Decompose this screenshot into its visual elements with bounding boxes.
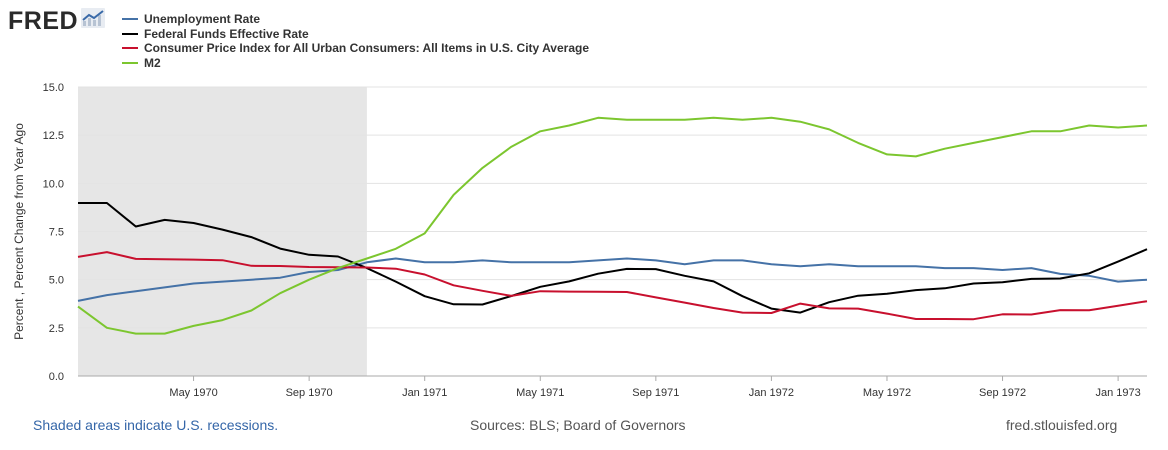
- x-tick-label: Jan 1972: [749, 387, 794, 399]
- x-tick-label: Jan 1971: [402, 387, 447, 399]
- y-tick-label: 0.0: [49, 371, 64, 383]
- y-tick-label: 15.0: [43, 82, 64, 94]
- sources-note: Sources: BLS; Board of Governors: [470, 417, 686, 433]
- line-chart-icon: [81, 7, 106, 33]
- series-line-0[interactable]: [77, 257, 1148, 302]
- x-tick-label: May 1971: [516, 387, 564, 399]
- y-tick-label: 7.5: [49, 227, 64, 239]
- legend-item-fed-funds[interactable]: Federal Funds Effective Rate: [122, 27, 589, 42]
- chart-legend: Unemployment Rate Federal Funds Effectiv…: [122, 12, 589, 70]
- recessions-note[interactable]: Shaded areas indicate U.S. recessions.: [33, 417, 279, 433]
- x-tick-label: Sep 1970: [286, 387, 333, 399]
- x-tick-label: May 1972: [863, 387, 911, 399]
- y-axis-title: Percent , Percent Change from Year Ago: [12, 123, 26, 340]
- fred-logo-text: FRED: [8, 7, 79, 35]
- series-line-1[interactable]: [78, 202, 1148, 314]
- legend-label: M2: [144, 55, 161, 70]
- series-line-2[interactable]: [77, 251, 1148, 321]
- legend-label: Consumer Price Index for All Urban Consu…: [144, 41, 589, 56]
- legend-item-m2[interactable]: M2: [122, 56, 589, 71]
- line-chart: 0.0 2.5 5.0 7.5 10.0 12.5 15.0 May 1970 Sep 1970…: [12, 82, 1148, 399]
- site-link[interactable]: fred.stlouisfed.org: [1006, 417, 1118, 433]
- legend-item-unemployment[interactable]: Unemployment Rate: [122, 12, 589, 27]
- legend-label: Federal Funds Effective Rate: [144, 26, 309, 41]
- y-tick-label: 5.0: [49, 275, 64, 287]
- legend-item-cpi[interactable]: Consumer Price Index for All Urban Consu…: [122, 41, 589, 56]
- series-line-3[interactable]: [77, 116, 1148, 335]
- x-tick-label: Sep 1971: [632, 387, 679, 399]
- y-tick-label: 2.5: [49, 323, 64, 335]
- legend-label: Unemployment Rate: [144, 12, 261, 27]
- x-tick-label: Sep 1972: [979, 387, 1026, 399]
- y-tick-label: 10.0: [43, 178, 64, 190]
- x-tick-label: May 1970: [169, 387, 217, 399]
- fred-logo[interactable]: FRED: [8, 6, 106, 36]
- y-tick-label: 12.5: [43, 130, 64, 142]
- legend-swatch: [122, 61, 138, 64]
- legend-swatch: [122, 47, 138, 50]
- legend-swatch: [122, 18, 138, 21]
- legend-swatch: [122, 32, 138, 35]
- x-tick-label: Jan 1973: [1095, 387, 1140, 399]
